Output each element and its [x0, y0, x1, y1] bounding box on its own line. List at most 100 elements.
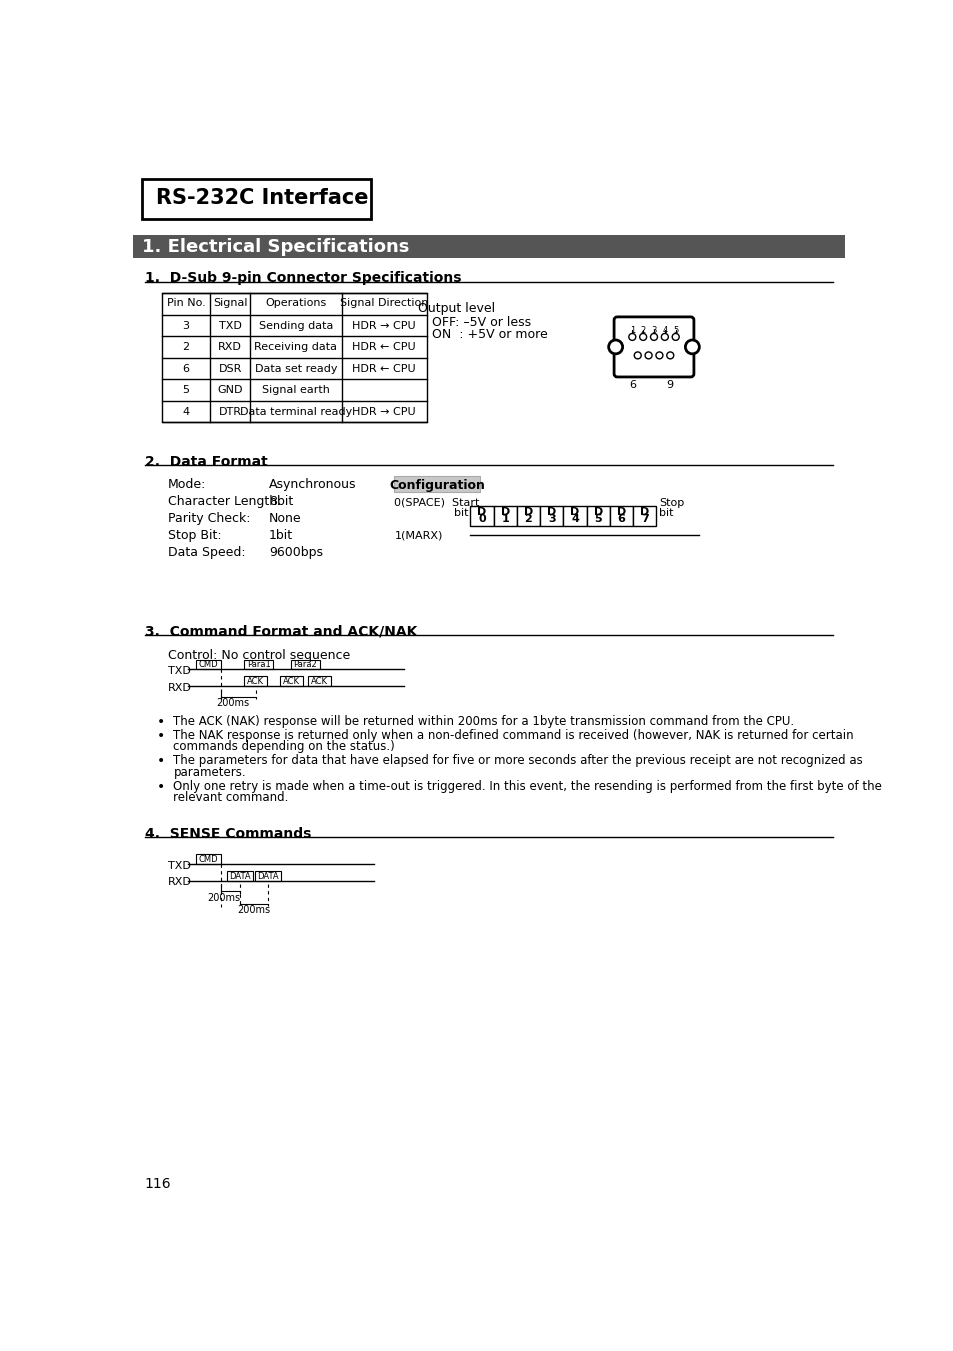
Text: CMD: CMD [198, 855, 218, 865]
Text: D: D [476, 507, 486, 517]
Bar [291, 659, 319, 669]
Text: HDR → CPU: HDR → CPU [352, 320, 416, 331]
Bar [307, 677, 331, 686]
Text: parameters.: parameters. [173, 766, 246, 778]
Text: D: D [500, 507, 509, 517]
Text: HDR ← CPU: HDR ← CPU [352, 363, 416, 374]
Text: Para2: Para2 [294, 661, 316, 669]
Text: None: None [269, 512, 301, 524]
Bar [162, 293, 427, 423]
Circle shape [666, 351, 673, 359]
Text: 1bit: 1bit [269, 528, 293, 542]
Bar [586, 505, 609, 526]
Bar [517, 505, 539, 526]
Bar [470, 505, 493, 526]
Text: DATA: DATA [257, 871, 278, 881]
Text: 2: 2 [524, 513, 532, 524]
Text: Only one retry is made when a time-out is triggered. In this event, the resendin: Only one retry is made when a time-out i… [173, 780, 882, 793]
Text: ON  : +5V or more: ON : +5V or more [431, 328, 547, 342]
Text: Data Speed:: Data Speed: [168, 546, 246, 558]
Text: The NAK response is returned only when a non-defined command is received (howeve: The NAK response is returned only when a… [173, 728, 853, 742]
Text: 6: 6 [617, 513, 625, 524]
Text: Character Length:: Character Length: [168, 494, 281, 508]
Text: Parity Check:: Parity Check: [168, 512, 251, 524]
Text: 200ms: 200ms [207, 893, 240, 902]
Text: Operations: Operations [265, 299, 326, 308]
Text: Para1: Para1 [247, 661, 271, 669]
Text: D: D [546, 507, 556, 517]
Text: Data terminal ready: Data terminal ready [239, 407, 352, 417]
Circle shape [634, 351, 640, 359]
Circle shape [656, 351, 662, 359]
Text: ACK: ACK [311, 677, 328, 686]
Bar [254, 871, 281, 881]
Text: DATA: DATA [229, 871, 251, 881]
Bar [244, 659, 274, 669]
Text: Stop: Stop [659, 497, 684, 508]
Text: The parameters for data that have elapsed for five or more seconds after the pre: The parameters for data that have elapse… [173, 754, 862, 767]
Text: 0(SPACE)  Start: 0(SPACE) Start [394, 497, 479, 508]
Text: 1. Electrical Specifications: 1. Electrical Specifications [142, 238, 410, 255]
Text: Mode:: Mode: [168, 478, 206, 490]
Text: 8bit: 8bit [269, 494, 293, 508]
Text: Data set ready: Data set ready [254, 363, 336, 374]
Bar [142, 180, 371, 219]
Bar [394, 477, 479, 492]
Text: 2.  Data Format: 2. Data Format [145, 455, 267, 469]
Text: 9: 9 [666, 380, 673, 390]
Text: The ACK (NAK) response will be returned within 200ms for a 1byte transmission co: The ACK (NAK) response will be returned … [173, 715, 794, 728]
Text: 4.  SENSE Commands: 4. SENSE Commands [145, 827, 311, 840]
Text: 5: 5 [594, 513, 601, 524]
Text: DSR: DSR [218, 363, 241, 374]
Text: 1: 1 [500, 513, 509, 524]
Text: D: D [570, 507, 579, 517]
Text: Output level: Output level [417, 303, 495, 315]
Circle shape [650, 334, 657, 340]
Bar [562, 505, 586, 526]
Text: 3: 3 [182, 320, 190, 331]
Text: 4: 4 [571, 513, 578, 524]
Text: 200ms: 200ms [237, 905, 271, 915]
Text: 2: 2 [182, 342, 190, 353]
Text: 1(MARX): 1(MARX) [394, 530, 442, 540]
Text: TXD: TXD [168, 861, 191, 870]
Text: OFF: –5V or less: OFF: –5V or less [431, 316, 530, 330]
Bar [227, 871, 253, 881]
Text: 116: 116 [145, 1177, 172, 1192]
Text: 5: 5 [182, 385, 190, 396]
Text: 2: 2 [639, 326, 645, 335]
Text: bit: bit [454, 508, 468, 517]
Text: TXD: TXD [168, 666, 191, 676]
Text: 6: 6 [182, 363, 190, 374]
Text: HDR ← CPU: HDR ← CPU [352, 342, 416, 353]
Text: ACK: ACK [282, 677, 299, 686]
Bar [279, 677, 303, 686]
Bar [195, 659, 220, 669]
Text: Sending data: Sending data [258, 320, 333, 331]
Circle shape [628, 334, 635, 340]
Text: Pin No.: Pin No. [167, 299, 205, 308]
Text: D: D [523, 507, 533, 517]
Text: RXD: RXD [168, 682, 192, 693]
Text: D: D [617, 507, 625, 517]
Circle shape [672, 334, 679, 340]
Text: Signal earth: Signal earth [262, 385, 330, 396]
Text: bit: bit [659, 508, 673, 517]
Text: RXD: RXD [168, 877, 192, 888]
Text: 4: 4 [182, 407, 190, 417]
Text: Control: No control sequence: Control: No control sequence [168, 648, 350, 662]
Bar [195, 854, 220, 863]
Text: 4: 4 [661, 326, 667, 335]
Text: TXD: TXD [218, 320, 241, 331]
Text: •: • [156, 754, 165, 769]
Text: RS-232C Interface: RS-232C Interface [155, 188, 368, 208]
Bar [609, 505, 633, 526]
Bar [493, 505, 517, 526]
Circle shape [660, 334, 668, 340]
Bar [133, 235, 843, 258]
Text: HDR → CPU: HDR → CPU [352, 407, 416, 417]
Text: GND: GND [217, 385, 243, 396]
Text: 3: 3 [547, 513, 555, 524]
Text: RXD: RXD [218, 342, 242, 353]
Text: relevant command.: relevant command. [173, 792, 289, 804]
